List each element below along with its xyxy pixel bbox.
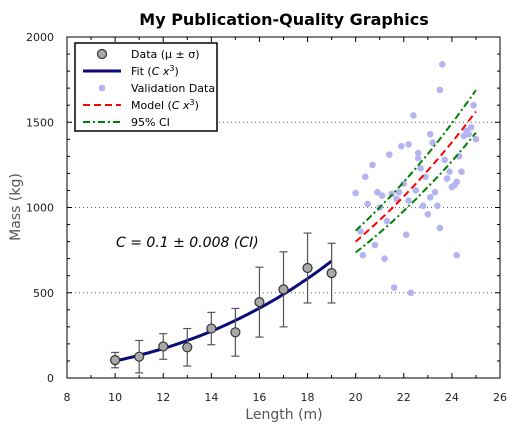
y-tick-label: 1500 [26,116,54,129]
validation-point [446,168,453,175]
legend-marker-icon [96,48,108,60]
validation-point [426,130,434,138]
validation-point [412,187,420,194]
validation-point [453,178,461,186]
y-tick-label: 0 [47,372,54,385]
validation-point [436,224,444,232]
data-point [326,268,337,279]
y-tick-labels: 0 500 1000 1500 2000 [26,31,54,385]
x-tick-label: 12 [156,391,170,404]
validation-point [378,192,386,199]
validation-point [467,124,475,131]
validation-point [443,175,451,182]
validation-point [436,86,444,94]
x-tick-label: 24 [445,391,459,404]
data-point [158,341,169,352]
validation-point [410,112,417,119]
validation-point [465,130,473,138]
x-tick-label: 20 [349,391,363,404]
validation-point [431,188,439,196]
x-tick-label: 26 [493,391,507,404]
x-tick-label: 18 [301,391,315,404]
validation-point [398,142,405,150]
validation-point [405,197,412,204]
model-line [355,110,477,243]
data-point [182,342,193,353]
validation-point [371,241,379,249]
validation-point [381,255,388,262]
validation-point [426,193,434,201]
x-axis-label: Length (m) [245,407,322,423]
series-layer [110,60,480,374]
fit-annotation: C = 0.1 ± 0.008 (CI) [116,235,259,251]
fit-line [114,259,333,363]
data-point [134,351,145,362]
legend-validation-icon [98,84,106,92]
y-tick-label: 500 [33,287,54,300]
x-tick-label: 8 [64,391,71,404]
x-tick-label: 10 [108,391,122,404]
validation-point [434,202,441,210]
validation-point [414,154,422,162]
validation-point [472,136,480,143]
validation-point [361,173,369,181]
validation-point [438,60,446,68]
data-point [206,323,217,334]
ci-lower-line [355,132,477,254]
validation-point [357,228,364,235]
validation-point [470,101,477,109]
validation-point [374,188,381,196]
data-point [278,284,289,295]
validation-point [402,231,410,239]
validation-point [458,168,465,175]
validation-point [352,189,359,197]
y-axis-label: Mass (kg) [8,173,24,241]
validation-point [419,202,427,210]
validation-point [422,173,429,181]
validation-point [453,251,461,259]
validation-point [414,149,422,157]
validation-point [407,289,415,297]
data-point [110,354,121,366]
legend: Data (μ ± σ) Fit (C x3) Validation Data Mod… [74,42,218,132]
data-point [254,297,265,308]
validation-point [369,161,376,169]
axis-ticks [66,36,501,379]
x-tick-label: 22 [397,391,411,404]
y-tick-label: 1000 [26,202,54,215]
legend-label: Data (μ ± σ) [131,48,200,61]
validation-point [383,217,391,225]
ci-upper-line [355,89,477,232]
validation-point [359,251,367,259]
legend-label: Fit (C x3) [131,64,179,78]
validation-point [390,284,398,291]
x-tick-labels: 8 10 12 14 16 18 20 22 24 26 [64,391,508,404]
legend-label: Model (C x3) [131,98,199,112]
validation-point [395,188,403,196]
validation-point [400,180,408,187]
legend-label: 95% CI [131,116,170,129]
validation-point [364,200,371,208]
data-point [230,327,241,338]
data-point [302,262,313,274]
validation-point [424,211,432,218]
validation-point [441,156,448,164]
y-tick-label: 2000 [26,31,54,44]
validation-point [386,151,393,158]
chart-title: My Publication-Quality Graphics [139,10,428,29]
legend-label: Validation Data [131,82,215,95]
x-tick-label: 14 [204,391,218,404]
x-tick-label: 16 [252,391,266,404]
validation-point [417,164,424,172]
validation-point [405,141,412,148]
